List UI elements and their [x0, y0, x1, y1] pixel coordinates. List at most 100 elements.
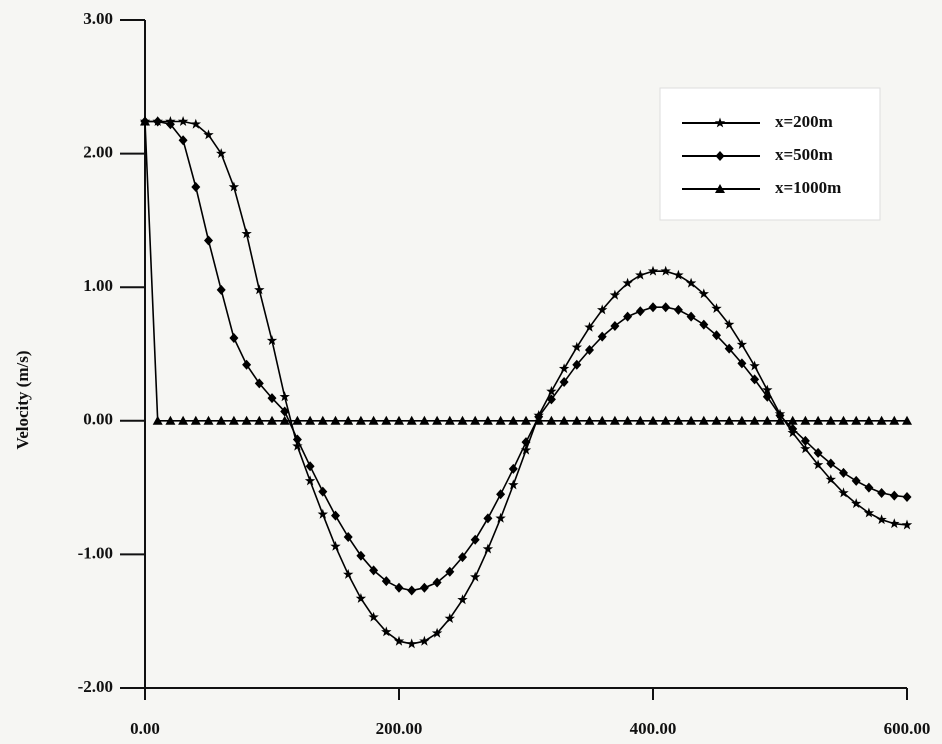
marker-diamond	[305, 461, 315, 472]
y-tick-label: -2.00	[78, 677, 113, 696]
marker-star	[177, 116, 189, 126]
marker-diamond	[762, 391, 772, 402]
marker-triangle	[889, 415, 900, 425]
marker-star	[736, 339, 748, 350]
marker-triangle	[597, 415, 608, 425]
marker-triangle	[381, 415, 392, 425]
marker-triangle	[203, 415, 214, 425]
marker-star	[330, 540, 341, 551]
marker-triangle	[838, 415, 849, 425]
marker-diamond	[508, 463, 518, 474]
marker-diamond	[483, 513, 493, 524]
marker-triangle	[470, 415, 481, 425]
marker-star	[714, 117, 726, 128]
marker-triangle	[749, 415, 760, 425]
marker-star	[762, 384, 773, 395]
marker-diamond	[788, 423, 798, 434]
marker-triangle	[609, 415, 620, 425]
marker-triangle	[406, 415, 417, 425]
marker-star	[431, 627, 443, 638]
marker-star	[241, 228, 252, 239]
marker-star	[216, 148, 227, 158]
marker-triangle	[876, 415, 887, 425]
marker-diamond	[178, 135, 188, 146]
y-tick-label: 1.00	[83, 276, 113, 295]
marker-triangle	[190, 415, 201, 425]
marker-diamond	[381, 576, 391, 587]
marker-diamond	[826, 458, 836, 469]
marker-star	[812, 459, 824, 470]
marker-triangle	[635, 415, 646, 425]
marker-triangle	[775, 415, 785, 425]
marker-triangle	[254, 415, 265, 425]
y-tick-label: -1.00	[78, 543, 113, 562]
marker-triangle	[432, 415, 443, 425]
marker-diamond	[648, 302, 658, 313]
marker-diamond	[458, 552, 467, 563]
marker-triangle	[419, 415, 430, 425]
marker-triangle	[482, 415, 493, 425]
marker-triangle	[622, 415, 633, 425]
marker-triangle	[673, 415, 684, 425]
marker-star	[546, 385, 557, 396]
marker-triangle	[711, 415, 722, 425]
marker-diamond	[712, 330, 721, 341]
marker-diamond	[254, 378, 264, 389]
marker-diamond	[724, 343, 734, 354]
marker-triangle	[368, 415, 379, 425]
marker-diamond	[216, 284, 226, 295]
marker-triangle	[902, 415, 912, 425]
marker-star	[863, 507, 875, 518]
marker-star	[457, 594, 468, 605]
marker-star	[685, 277, 697, 288]
marker-star	[343, 568, 354, 579]
marker-star	[203, 129, 214, 140]
marker-diamond	[280, 406, 290, 417]
marker-star	[444, 613, 455, 623]
marker-diamond	[597, 331, 607, 342]
marker-diamond	[737, 358, 747, 369]
marker-star	[698, 288, 709, 299]
marker-triangle	[660, 415, 671, 425]
marker-triangle	[546, 415, 557, 425]
marker-star	[584, 321, 595, 332]
marker-star	[889, 518, 900, 529]
marker-diamond	[419, 582, 429, 593]
marker-triangle	[715, 184, 725, 193]
marker-diamond	[699, 319, 709, 330]
marker-triangle	[457, 415, 468, 425]
marker-triangle	[724, 415, 735, 425]
marker-triangle	[863, 415, 874, 425]
marker-star	[876, 514, 887, 525]
marker-triangle	[343, 415, 354, 425]
marker-star	[724, 319, 735, 330]
marker-star	[711, 303, 722, 313]
marker-diamond	[673, 304, 683, 315]
marker-diamond	[585, 344, 594, 355]
legend-label: x=200m	[775, 112, 833, 131]
marker-diamond	[165, 119, 175, 130]
marker-triangle	[495, 415, 506, 425]
marker-diamond	[775, 410, 785, 421]
marker-star	[558, 363, 570, 374]
y-tick-label: 3.00	[83, 9, 113, 28]
marker-star	[647, 265, 659, 276]
marker-diamond	[661, 302, 671, 313]
marker-triangle	[279, 415, 290, 425]
marker-diamond	[864, 482, 874, 493]
marker-star	[609, 289, 621, 300]
marker-triangle	[178, 415, 189, 425]
marker-triangle	[305, 415, 316, 425]
marker-triangle	[521, 415, 531, 425]
marker-triangle	[355, 415, 366, 425]
marker-diamond	[902, 491, 912, 502]
marker-star	[749, 360, 760, 371]
marker-triangle	[813, 415, 824, 425]
marker-star	[381, 626, 392, 637]
marker-triangle	[571, 415, 582, 425]
marker-triangle	[165, 415, 176, 425]
marker-diamond	[267, 393, 277, 404]
marker-diamond	[839, 467, 848, 478]
marker-star	[355, 593, 367, 603]
